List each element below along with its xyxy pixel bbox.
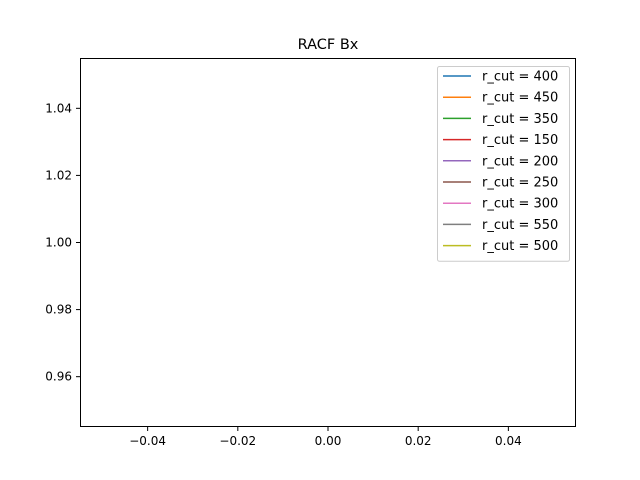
legend-label: r_cut = 500 xyxy=(482,239,558,254)
x-tick-label: 0.02 xyxy=(405,434,432,448)
legend-label: r_cut = 400 xyxy=(482,70,558,85)
legend-label: r_cut = 250 xyxy=(482,176,558,191)
y-tick-label: 1.00 xyxy=(45,236,72,250)
legend-label: r_cut = 200 xyxy=(482,154,558,169)
legend-label: r_cut = 550 xyxy=(482,218,558,233)
y-tick-label: 1.04 xyxy=(45,101,72,115)
x-axis: −0.04 −0.02 0.00 0.02 0.04 xyxy=(129,427,522,448)
legend: r_cut = 400 r_cut = 450 r_cut = 350 r_cut =… xyxy=(437,66,570,262)
chart-title: RACF Bx xyxy=(298,37,359,53)
x-tick-label: −0.02 xyxy=(219,434,256,448)
y-tick-label: 0.98 xyxy=(45,303,72,317)
x-tick-label: −0.04 xyxy=(129,434,166,448)
x-tick-label: 0.04 xyxy=(495,434,522,448)
legend-label: r_cut = 350 xyxy=(482,112,558,127)
plot-frame xyxy=(80,58,576,427)
x-tick-label: 0.00 xyxy=(315,434,342,448)
legend-label: r_cut = 300 xyxy=(482,197,558,212)
legend-box xyxy=(437,66,570,262)
y-tick-label: 1.02 xyxy=(45,168,72,182)
y-tick-label: 0.96 xyxy=(45,370,72,384)
legend-label: r_cut = 150 xyxy=(482,133,558,148)
legend-label: r_cut = 450 xyxy=(482,91,558,106)
y-axis: 0.96 0.98 1.00 1.02 1.04 xyxy=(45,101,80,384)
